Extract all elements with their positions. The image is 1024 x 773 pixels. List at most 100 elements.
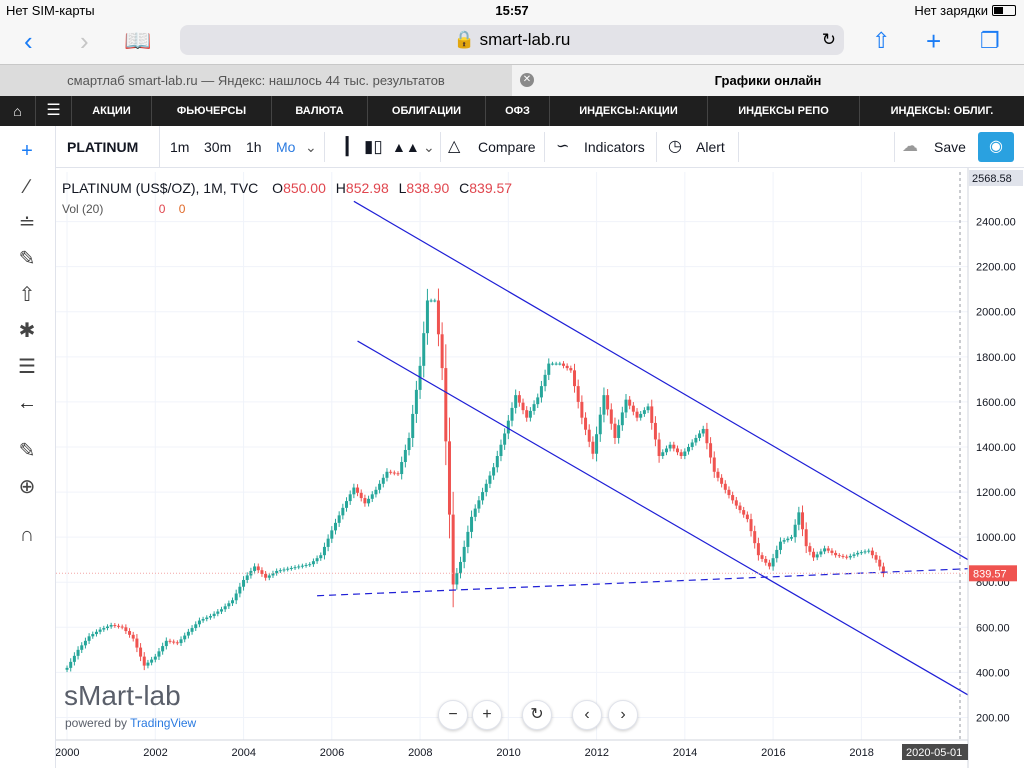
back-icon[interactable]: ‹	[24, 26, 33, 56]
candle-body	[271, 573, 275, 576]
ruler-tool-icon[interactable]: ✎	[18, 440, 36, 462]
nav-futures[interactable]: ФЬЮЧЕРСЫ	[152, 96, 272, 126]
scroll-left-icon[interactable]: ‹	[572, 700, 602, 730]
cloud-icon[interactable]: ☁	[902, 138, 918, 155]
interval-1h[interactable]: 1h	[246, 139, 262, 155]
zoom-tool-icon[interactable]: ⊕	[18, 476, 36, 498]
alert-button[interactable]: Alert	[696, 139, 725, 155]
price-tick-label: 1800.00	[976, 352, 1016, 364]
grid-lines	[56, 172, 968, 740]
candle-body	[337, 515, 341, 523]
reload-icon[interactable]: ↻	[821, 30, 836, 49]
candle-body	[602, 395, 606, 415]
price-chart[interactable]: 200.00400.00600.00800.001000.001200.0014…	[55, 168, 1024, 768]
address-bar[interactable]: 🔒 smart-lab.ru ↻	[180, 25, 844, 55]
interval-30m[interactable]: 30m	[204, 139, 232, 155]
candle-body	[506, 420, 510, 434]
candle-body	[712, 457, 716, 472]
candle-body	[256, 566, 260, 571]
candle-body	[117, 625, 121, 627]
crosshair-icon[interactable]: +	[21, 140, 33, 162]
nav-currency[interactable]: ВАЛЮТА	[272, 96, 368, 126]
candle-body	[378, 483, 382, 490]
candle-body	[723, 483, 727, 490]
tradingview-link[interactable]: TradingView	[130, 716, 197, 730]
interval-dropdown-icon[interactable]: ⌄	[305, 139, 317, 155]
compare-button[interactable]: Compare	[478, 139, 536, 155]
save-button[interactable]: Save	[934, 139, 966, 155]
candle-body	[488, 475, 492, 484]
style-dropdown-icon[interactable]: ⌄	[423, 139, 435, 155]
home-icon[interactable]: ⌂	[0, 96, 36, 126]
candle-body	[675, 448, 679, 453]
ohlc-open-label: O	[272, 180, 284, 196]
candle-body	[789, 537, 793, 539]
volume-label[interactable]: Vol (20)	[62, 202, 104, 216]
tab-charts[interactable]: Графики онлайн	[512, 65, 1024, 97]
candle-body	[775, 549, 779, 559]
nav-ofz[interactable]: ОФЗ	[486, 96, 550, 126]
candle-body	[403, 449, 407, 463]
interval-mo[interactable]: Mo	[276, 139, 296, 155]
close-tab-icon[interactable]: ✕	[520, 73, 534, 87]
candle-body	[573, 370, 577, 387]
candle-body	[186, 631, 190, 636]
candle-body	[837, 555, 841, 557]
candle-body	[771, 558, 775, 567]
ohlc-high: 852.98	[345, 180, 389, 196]
candle-body	[422, 333, 426, 366]
candle-body	[558, 363, 562, 365]
candle-body	[190, 628, 194, 632]
candle-body	[282, 569, 286, 571]
candle-body	[161, 646, 165, 652]
area-style-icon[interactable]: ▲▲	[392, 139, 420, 155]
lock-icon: 🔒	[453, 30, 475, 49]
reset-icon[interactable]: ↻	[522, 700, 552, 730]
series-title[interactable]: PLATINUM (US$/OZ), 1M, TVC	[62, 180, 259, 196]
symbol-input[interactable]: PLATINUM	[56, 126, 160, 168]
candle-body	[528, 410, 532, 418]
bar-style-icon[interactable]: ▕▏	[334, 137, 361, 156]
magnet-tool-icon[interactable]: ∩	[19, 524, 35, 546]
nav-index-repo[interactable]: ИНДЕКСЫ РЕПО	[708, 96, 860, 126]
trendline-tool-icon[interactable]: ∕	[25, 176, 29, 198]
camera-icon[interactable]: ◉	[978, 132, 1014, 162]
scroll-right-icon[interactable]: ›	[608, 700, 638, 730]
candle-body	[878, 559, 882, 567]
interval-1m[interactable]: 1m	[170, 139, 190, 155]
pitchfork-tool-icon[interactable]: ≐	[18, 212, 36, 234]
time-tick-label: 2016	[761, 747, 785, 759]
indicators-button[interactable]: Indicators	[584, 139, 645, 155]
bookmarks-icon[interactable]: 📖	[124, 28, 152, 53]
chart-area[interactable]: 200.00 400.00 600.00 800.00 1000.00 1200.00 14…	[55, 168, 1024, 768]
forward-icon[interactable]: ›	[80, 26, 89, 56]
volume-value-2: 0	[178, 202, 186, 216]
fib-tool-icon[interactable]: ☰	[18, 356, 36, 378]
nav-stocks[interactable]: АКЦИИ	[72, 96, 152, 126]
alarm-clock-icon[interactable]: ◷	[668, 138, 682, 155]
zoom-out-icon[interactable]: −	[438, 700, 468, 730]
back-arrow-tool-icon[interactable]: ←	[17, 392, 37, 414]
nav-index-bonds[interactable]: ИНДЕКСЫ: ОБЛИГ.	[890, 105, 994, 117]
hamburger-menu-icon[interactable]: ☰	[36, 96, 72, 126]
candle-body	[91, 634, 95, 637]
candle-body	[264, 573, 268, 578]
candle-body	[484, 483, 488, 493]
candle-style-icon[interactable]: ▮▯	[364, 137, 383, 156]
nav-bonds[interactable]: ОБЛИГАЦИИ	[368, 96, 486, 126]
new-tab-icon[interactable]: +	[926, 26, 942, 56]
brush-tool-icon[interactable]: ✎	[18, 248, 36, 270]
pattern-tool-icon[interactable]: ✱	[18, 320, 36, 342]
zoom-in-icon[interactable]: +	[472, 700, 502, 730]
candle-body	[635, 411, 639, 418]
share-icon[interactable]: ⇧	[872, 28, 891, 53]
battery-label: Нет зарядки	[914, 3, 988, 18]
last-price-box	[969, 565, 1017, 582]
indicators-icon[interactable]: ∽	[556, 138, 570, 155]
tab-yandex[interactable]: смартлаб smart-lab.ru — Яндекс: нашлось …	[67, 73, 445, 88]
nav-index-stocks[interactable]: ИНДЕКСЫ:АКЦИИ	[550, 96, 708, 126]
arrow-up-tool-icon[interactable]: ⇧	[18, 284, 36, 306]
candle-body	[124, 627, 128, 632]
compare-icon[interactable]: △	[448, 138, 461, 155]
tabs-overview-icon[interactable]: ❐	[980, 28, 1000, 53]
